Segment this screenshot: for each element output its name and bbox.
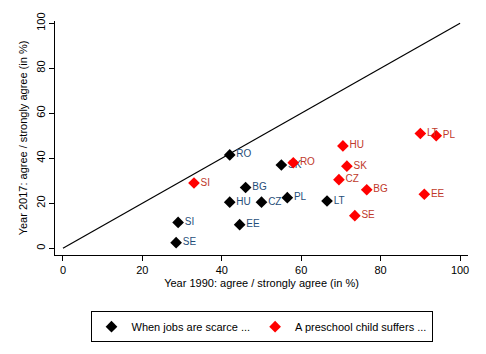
svg-text:SK: SK — [354, 160, 368, 171]
svg-text:PL: PL — [443, 129, 456, 140]
svg-text:0: 0 — [35, 244, 47, 250]
svg-text:LT: LT — [427, 127, 438, 138]
svg-text:20: 20 — [35, 195, 47, 207]
svg-text:BG: BG — [373, 183, 388, 194]
svg-text:60: 60 — [295, 264, 307, 276]
svg-text:SI: SI — [185, 216, 194, 227]
svg-text:SK: SK — [288, 159, 302, 170]
svg-text:HU: HU — [236, 196, 250, 207]
svg-text:When jobs are scarce ...: When jobs are scarce ... — [132, 321, 251, 333]
svg-text:60: 60 — [35, 105, 47, 117]
svg-text:CZ: CZ — [346, 173, 359, 184]
svg-text:PL: PL — [294, 191, 307, 202]
svg-text:40: 40 — [35, 150, 47, 162]
svg-text:BG: BG — [252, 181, 267, 192]
svg-text:SE: SE — [361, 209, 375, 220]
svg-text:SE: SE — [183, 236, 197, 247]
svg-text:Year 1990: agree / strongly ag: Year 1990: agree / strongly agree (in %) — [164, 277, 359, 289]
svg-text:80: 80 — [35, 60, 47, 72]
svg-text:100: 100 — [451, 264, 469, 276]
svg-text:SI: SI — [201, 177, 210, 188]
svg-text:A preschool child suffers ...: A preschool child suffers ... — [295, 321, 426, 333]
svg-text:RO: RO — [300, 156, 315, 167]
svg-text:EE: EE — [246, 218, 260, 229]
svg-text:80: 80 — [375, 264, 387, 276]
svg-text:LT: LT — [334, 195, 345, 206]
svg-text:100: 100 — [35, 12, 47, 30]
svg-text:0: 0 — [60, 264, 66, 276]
svg-text:RO: RO — [236, 148, 251, 159]
svg-text:Year 2017: agree / strongly ag: Year 2017: agree / strongly agree (in %) — [17, 41, 29, 236]
svg-text:CZ: CZ — [268, 196, 281, 207]
svg-text:EE: EE — [431, 188, 445, 199]
svg-text:40: 40 — [216, 264, 228, 276]
svg-text:HU: HU — [350, 139, 364, 150]
svg-text:20: 20 — [136, 264, 148, 276]
